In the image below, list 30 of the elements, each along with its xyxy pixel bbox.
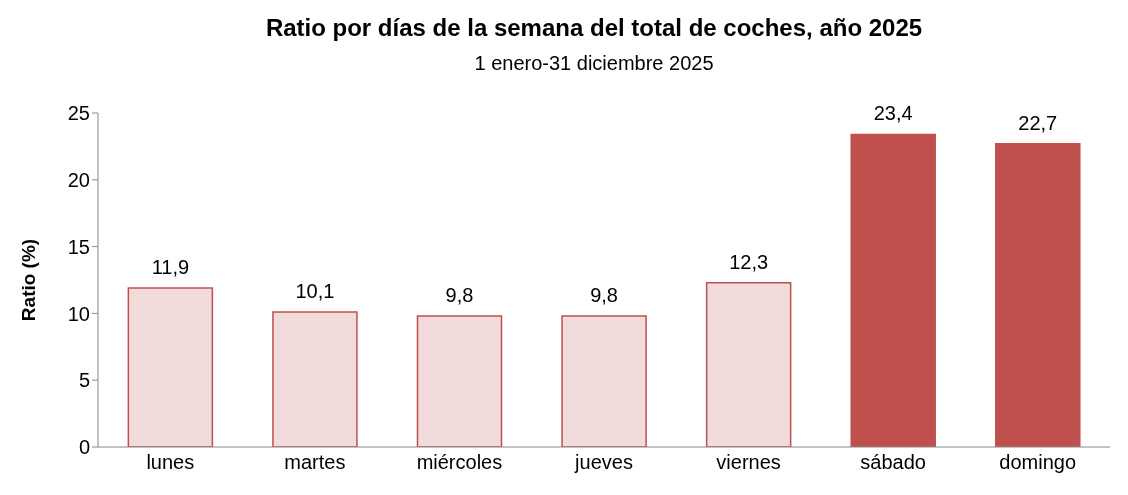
x-tick-label: lunes <box>146 451 195 474</box>
chart-subtitle: 1 enero-31 diciembre 2025 <box>473 51 715 76</box>
y-tick-label: 5 <box>78 369 90 392</box>
x-tick-label: miércoles <box>416 451 503 474</box>
bar <box>416 315 503 447</box>
x-tick-label: jueves <box>574 451 633 474</box>
bar <box>995 142 1081 447</box>
bar <box>850 133 936 447</box>
x-tick-label: domingo <box>999 451 1077 474</box>
y-tick-label: 10 <box>67 302 90 325</box>
data-label: 22,7 <box>1018 111 1058 134</box>
bar <box>561 315 647 447</box>
data-label: 9,8 <box>445 284 474 307</box>
data-label: 23,4 <box>873 102 913 125</box>
y-tick-label: 0 <box>78 436 90 459</box>
y-tick-label: 20 <box>67 168 90 191</box>
data-label: 11,9 <box>151 256 190 279</box>
chart-title: Ratio por días de la semana del total de coches, año 2025 <box>264 13 924 43</box>
x-tick-label: viernes <box>716 451 781 474</box>
bar <box>272 311 358 447</box>
y-axis-title: Ratio (%) <box>17 238 39 322</box>
data-label: 9,8 <box>590 284 618 307</box>
data-label: 12,3 <box>729 250 769 273</box>
data-label: 10,1 <box>295 280 335 303</box>
bar <box>127 287 214 447</box>
x-tick-label: sábado <box>860 451 926 474</box>
y-tick-label: 25 <box>67 102 90 125</box>
bar <box>705 281 792 447</box>
x-tick-label: martes <box>284 451 346 474</box>
y-tick-label: 15 <box>67 235 90 258</box>
